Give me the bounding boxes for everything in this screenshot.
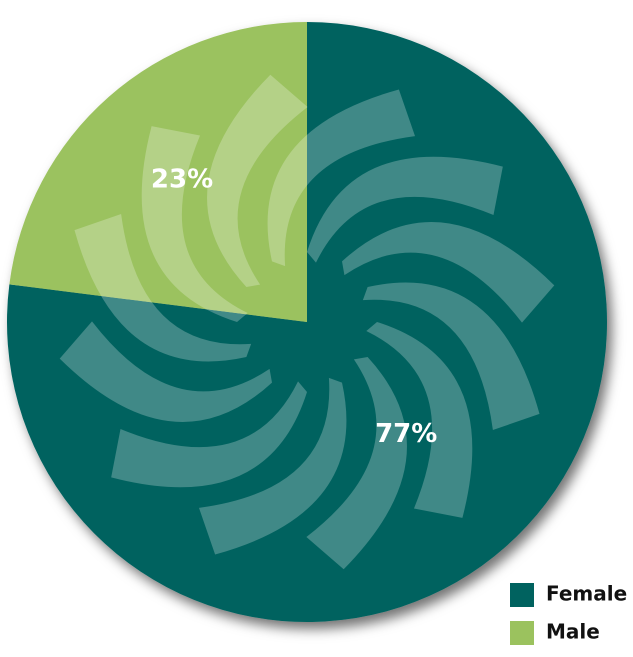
pie-slice (9, 22, 307, 322)
swirl-blade (267, 89, 416, 267)
swirl-blade (59, 321, 272, 422)
swirl-blade (198, 377, 347, 555)
swirl-decoration (59, 74, 555, 570)
swirl-blade (307, 156, 503, 263)
legend: Female Male (510, 582, 627, 645)
swirl-blade (111, 381, 307, 488)
pie-slice (7, 22, 608, 622)
swirl-blade (366, 322, 473, 518)
labels: 77% 23% (151, 165, 437, 449)
legend-label: Female (546, 582, 627, 606)
swirl-blade (141, 126, 248, 322)
swirl-blade (74, 213, 252, 362)
swirl-blade (362, 282, 540, 431)
legend-label: Male (546, 620, 600, 644)
legend-swatch (510, 583, 534, 607)
swirl-blade (342, 222, 555, 323)
legend-swatch (510, 621, 534, 645)
pie (7, 22, 608, 622)
swirl-blade (306, 357, 407, 570)
value-label: 23% (151, 165, 213, 195)
swirl-blade (207, 74, 308, 287)
value-label: 77% (375, 419, 437, 449)
